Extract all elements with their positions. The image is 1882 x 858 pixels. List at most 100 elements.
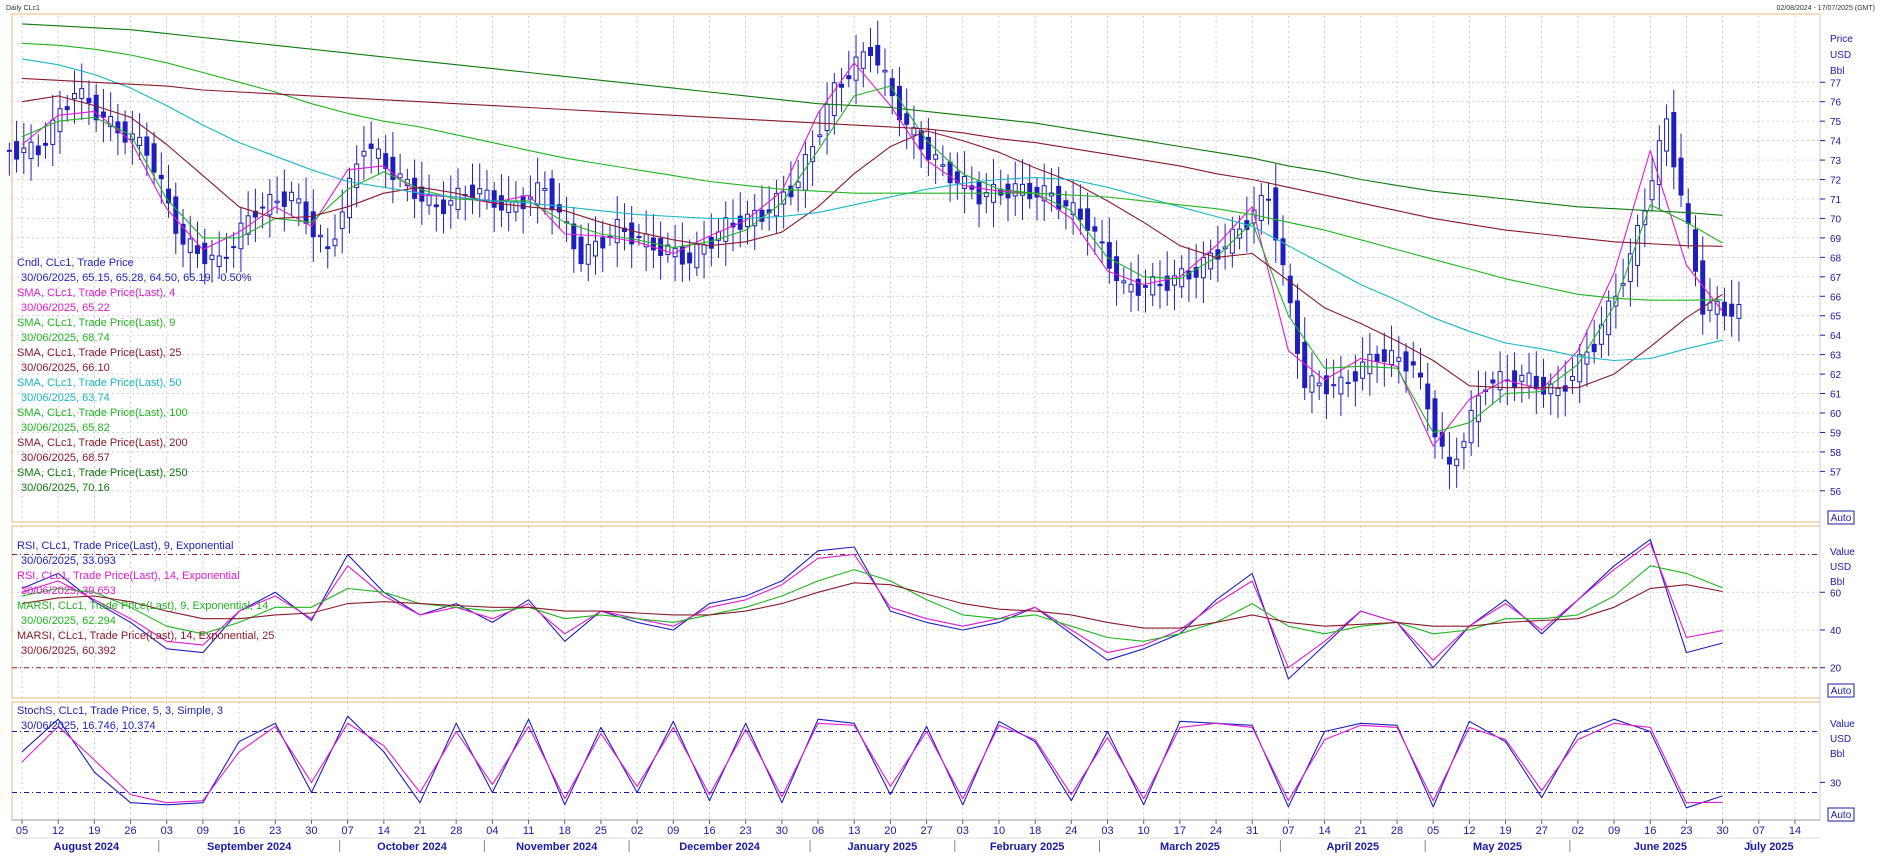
- candle-down: [1671, 111, 1677, 168]
- candle-up: [108, 116, 114, 128]
- stoch-series-line-1: [21, 722, 1723, 804]
- candle-up: [1251, 209, 1257, 224]
- candle-up: [694, 243, 700, 269]
- month-label: December 2024: [679, 841, 761, 853]
- candle-up: [506, 200, 512, 213]
- candle-up: [274, 200, 280, 204]
- legend-label: RSI, CLc1, Trade Price(Last), 14, Expone…: [17, 570, 240, 582]
- legend-value: 30/06/2025, 39.653: [21, 585, 116, 597]
- candle-down: [281, 191, 287, 207]
- candle-up: [1128, 283, 1134, 293]
- candle-up: [71, 93, 77, 100]
- candle-down: [64, 106, 70, 111]
- stoch-auto-button[interactable]: Auto: [1827, 807, 1855, 822]
- candle-up: [614, 219, 620, 244]
- x-tick-label: 17: [1174, 825, 1186, 837]
- rsi-legend: RSI, CLc1, Trade Price(Last), 9, Exponen…: [17, 540, 274, 657]
- x-tick-label: 05: [1427, 825, 1439, 837]
- candle-up: [911, 127, 917, 136]
- month-label: November 2024: [516, 841, 598, 853]
- legend-value: 30/06/2025, 16.746, 10.374: [21, 720, 156, 732]
- candle-down: [1432, 398, 1438, 438]
- candle-down: [868, 47, 874, 57]
- candle-up: [1099, 241, 1105, 244]
- candle-down: [1114, 256, 1120, 282]
- candle-down: [1512, 370, 1518, 388]
- candle-down: [100, 111, 106, 118]
- candle-up: [1396, 357, 1402, 362]
- candle-down: [578, 236, 584, 265]
- x-tick-label: 02: [631, 825, 643, 837]
- legend-value: 30/06/2025, 66.10: [21, 362, 110, 374]
- candle-down: [889, 78, 895, 97]
- candle-up: [426, 194, 432, 206]
- candle-down: [1063, 200, 1069, 207]
- candle-down: [600, 237, 606, 249]
- candle-down: [1374, 353, 1380, 362]
- stoch-series-layer: [21, 715, 1723, 809]
- price-auto-label: Auto: [1831, 513, 1852, 524]
- stoch-legend: StochS, CLc1, Trade Price, 5, 3, Simple,…: [17, 705, 223, 732]
- rsi-series-layer: [21, 538, 1723, 680]
- candle-down: [1034, 186, 1040, 198]
- x-tick-label: 21: [414, 825, 426, 837]
- price-series-layer: [6, 20, 1742, 490]
- x-tick-label: 21: [1355, 825, 1367, 837]
- price-y-tick-label: 56: [1830, 487, 1842, 498]
- x-tick-label: 16: [1644, 825, 1656, 837]
- candle-down: [260, 206, 266, 209]
- candle-up: [535, 182, 541, 206]
- candle-down: [687, 252, 693, 264]
- stoch-axis-title-value: Value: [1830, 719, 1855, 730]
- legend-label: SMA, CLc1, Trade Price(Last), 9: [17, 317, 175, 329]
- price-y-tick-label: 73: [1830, 156, 1842, 167]
- candle-down: [1685, 203, 1691, 224]
- candle-down: [947, 161, 953, 184]
- candle-up: [1331, 384, 1337, 387]
- rsi-series-line-0: [21, 538, 1723, 680]
- price-auto-button[interactable]: Auto: [1827, 510, 1855, 525]
- x-tick-label: 09: [667, 825, 679, 837]
- candle-up: [1461, 440, 1467, 449]
- x-tick-label: 04: [486, 825, 498, 837]
- candle-up: [1497, 371, 1503, 391]
- candle-up: [267, 194, 273, 216]
- candle-up: [1012, 183, 1018, 197]
- sma-series-line-5: [21, 77, 1723, 247]
- candle-down: [1446, 456, 1452, 465]
- x-tick-label: 07: [342, 825, 354, 837]
- price-axis-title-bbl: Bbl: [1830, 66, 1844, 77]
- candle-down: [1143, 285, 1149, 288]
- candle-up: [1468, 409, 1474, 444]
- legend-label: SMA, CLc1, Trade Price(Last), 50: [17, 377, 181, 389]
- candle-up: [1171, 275, 1177, 286]
- candle-down: [788, 185, 794, 198]
- candle-down: [1700, 260, 1706, 315]
- candle-down: [14, 141, 20, 160]
- candle-down: [1591, 343, 1597, 353]
- candle-down: [1287, 275, 1293, 304]
- candle-up: [1555, 387, 1561, 397]
- candle-up: [1258, 194, 1264, 221]
- candle-up: [1360, 361, 1366, 379]
- price-y-tick-label: 67: [1830, 273, 1842, 284]
- candle-down: [1157, 283, 1163, 287]
- candle-up: [860, 51, 866, 69]
- candle-up: [882, 69, 888, 73]
- x-tick-label: 23: [269, 825, 281, 837]
- price-y-tick-label: 66: [1830, 292, 1842, 303]
- candle-down: [1439, 431, 1445, 447]
- candle-up: [1345, 381, 1351, 384]
- x-tick-label: 30: [776, 825, 788, 837]
- candle-down: [1106, 242, 1112, 269]
- x-tick-label: 03: [1101, 825, 1113, 837]
- price-y-tick-label: 74: [1830, 137, 1842, 148]
- x-tick-label: 30: [1717, 825, 1729, 837]
- x-tick-label: 23: [740, 825, 752, 837]
- candle-up: [1070, 202, 1076, 216]
- candle-down: [875, 44, 881, 66]
- stoch-axis-title-usd: USD: [1830, 734, 1851, 745]
- candle-down: [390, 156, 396, 181]
- rsi-auto-button[interactable]: Auto: [1827, 683, 1855, 698]
- legend-label: SMA, CLc1, Trade Price(Last), 250: [17, 467, 188, 479]
